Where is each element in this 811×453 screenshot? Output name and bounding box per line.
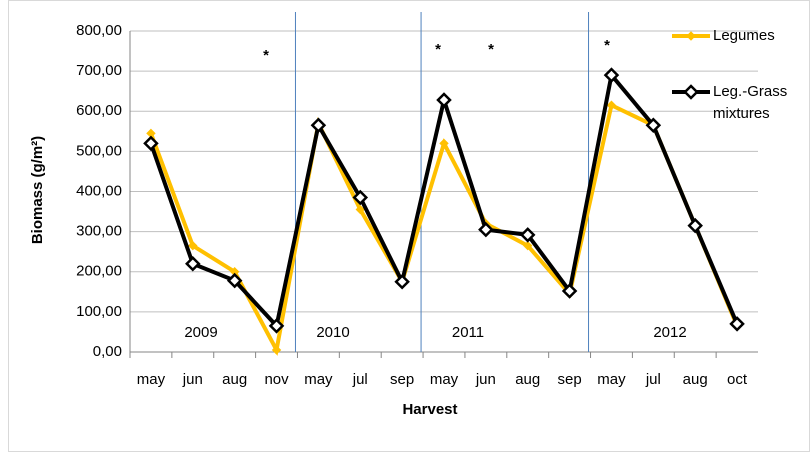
y-tick-label: 800,00 <box>76 22 122 39</box>
x-tick-label: may <box>597 371 626 388</box>
annotation: 2009 <box>184 324 217 341</box>
series-line <box>149 70 739 331</box>
point <box>523 240 533 251</box>
x-tick-label: jun <box>475 371 496 388</box>
x-tick-label: oct <box>727 371 748 388</box>
annotation: 2012 <box>653 324 686 341</box>
x-tick-label: aug <box>515 371 540 388</box>
x-axis-title: Harvest <box>402 401 457 418</box>
x-tick-label: may <box>430 371 459 388</box>
point <box>352 189 369 206</box>
x-tick-label: may <box>137 371 166 388</box>
y-tick-label: 300,00 <box>76 223 122 240</box>
point <box>729 316 745 332</box>
legend-marker <box>683 84 699 100</box>
point <box>519 227 536 243</box>
point <box>478 221 494 238</box>
annotation: 2011 <box>452 324 484 341</box>
y-axis-title: Biomass (g/m²) <box>29 136 46 244</box>
x-tick-label: nov <box>264 371 289 388</box>
point <box>268 318 285 334</box>
y-tick-label: 400,00 <box>76 182 122 199</box>
x-tick-label: sep <box>558 371 582 388</box>
x-tick-label: jul <box>352 371 368 388</box>
legend-label: Legumes <box>713 27 775 44</box>
annotation: 2010 <box>316 324 349 341</box>
y-tick-label: 200,00 <box>76 263 122 280</box>
x-tick-label: sep <box>390 371 414 388</box>
y-tick-label: 700,00 <box>76 62 122 79</box>
point <box>645 117 662 134</box>
point <box>603 67 620 83</box>
point <box>185 255 201 272</box>
y-tick-label: 100,00 <box>76 303 122 320</box>
point <box>394 274 410 290</box>
point <box>561 283 578 299</box>
x-tick-label: aug <box>683 371 708 388</box>
y-tick-label: 500,00 <box>76 142 122 159</box>
point <box>226 272 243 289</box>
chart-border <box>8 0 810 452</box>
point <box>439 138 449 149</box>
point <box>355 204 365 215</box>
point <box>310 117 327 134</box>
point <box>436 92 452 108</box>
point <box>687 217 703 234</box>
x-tick-label: may <box>304 371 333 388</box>
legend-marker <box>686 31 696 41</box>
annotation: * <box>488 41 494 58</box>
x-tick-label: aug <box>222 371 247 388</box>
point <box>271 345 282 355</box>
x-tick-label: jul <box>645 371 661 388</box>
point <box>143 135 159 152</box>
legend-label: Leg.-Grass mixtures <box>713 83 788 122</box>
y-tick-label: 0,00 <box>93 343 122 360</box>
point <box>188 240 198 251</box>
annotation: * <box>604 37 610 54</box>
annotation: * <box>435 41 441 58</box>
x-tick-label: jun <box>182 371 203 388</box>
point <box>606 100 617 110</box>
annotation: * <box>263 47 269 64</box>
y-tick-label: 600,00 <box>76 102 122 119</box>
